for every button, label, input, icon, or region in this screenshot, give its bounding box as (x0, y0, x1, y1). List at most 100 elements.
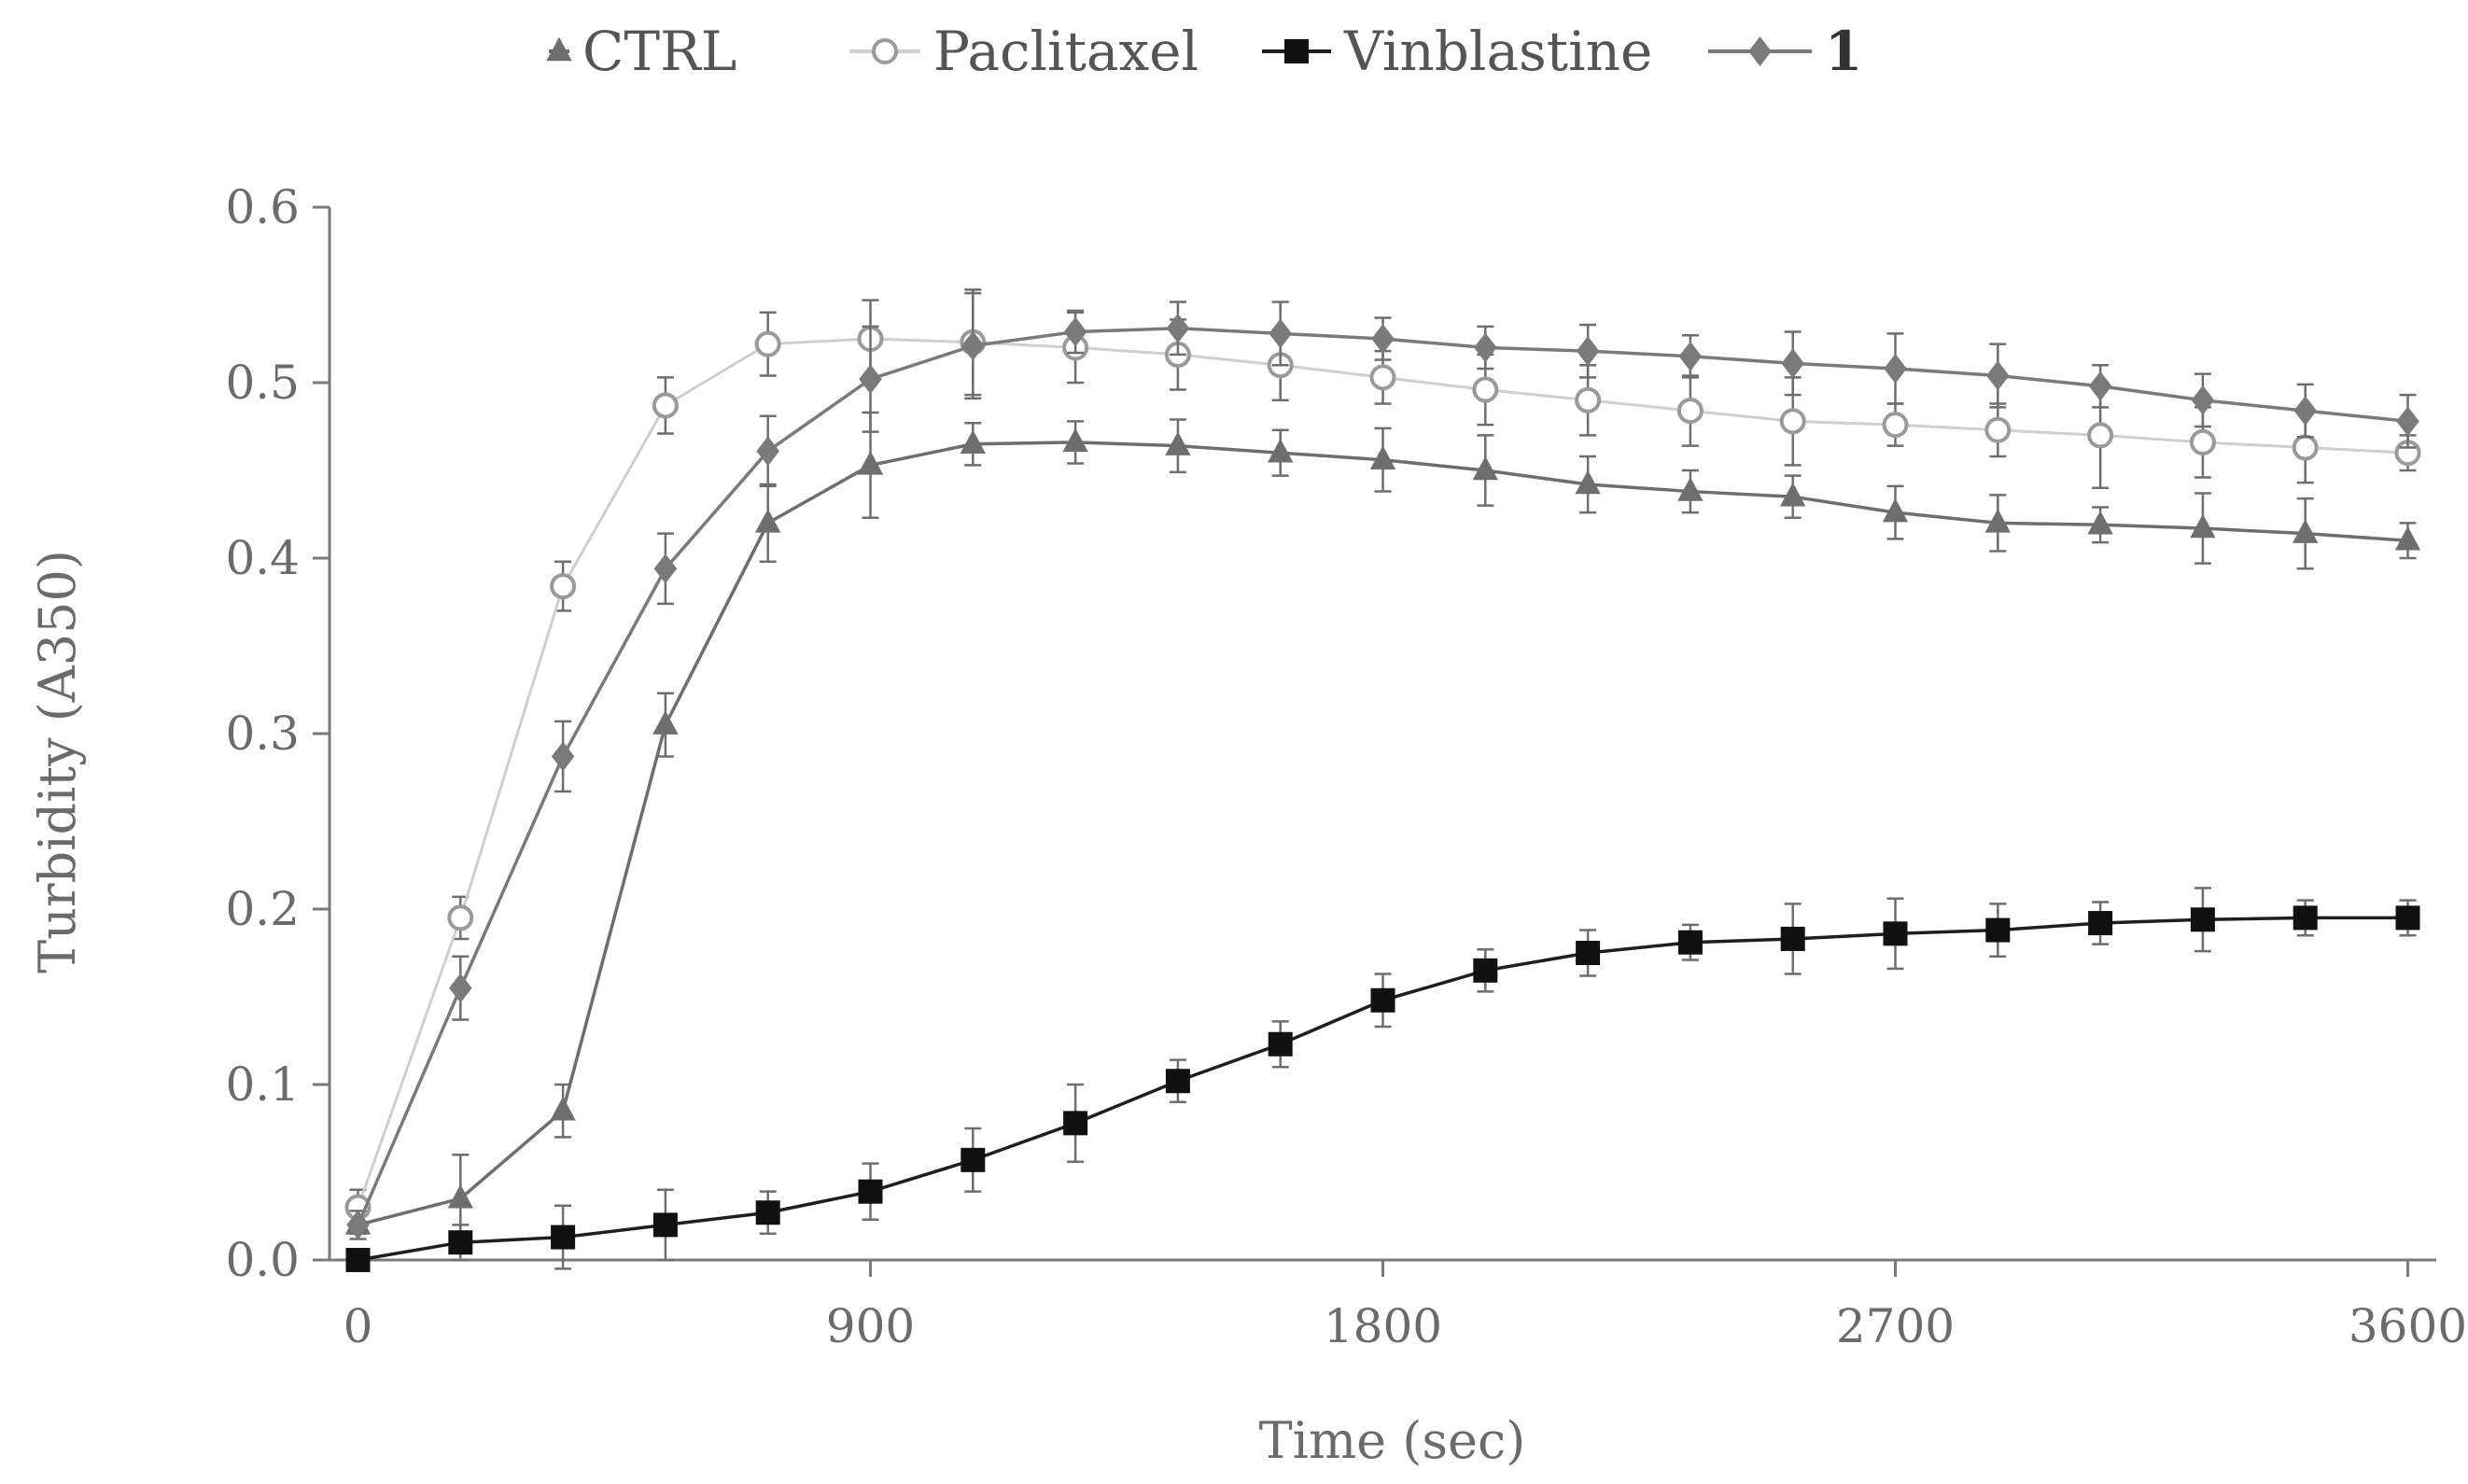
data-point (1781, 348, 1804, 379)
legend-label: Vinblastine (1343, 20, 1652, 83)
data-point (1677, 930, 1703, 955)
x-axis-ticks: 0 900 1800 2700 3600 (344, 1260, 2467, 1353)
data-point (2191, 385, 2215, 415)
y-axis-ticks: 0.0 0.1 0.2 0.3 0.4 0.5 0.6 (225, 180, 330, 1287)
data-point (1165, 1069, 1190, 1094)
data-point (960, 429, 986, 455)
data-point (857, 451, 884, 475)
data-point (756, 436, 779, 467)
data-point (961, 1147, 986, 1172)
plot-area (344, 288, 2421, 1272)
data-point (2189, 428, 2216, 455)
data-point (1576, 336, 1600, 367)
data-point (755, 509, 781, 533)
data-point (755, 1200, 780, 1225)
x-tick-label: 1800 (1324, 1299, 1442, 1353)
y-tick-label: 0.3 (225, 707, 300, 761)
legend-label: 1 (1825, 20, 1862, 83)
legend-item-ctrl: CTRL (546, 20, 736, 83)
legend-label: Paclitaxel (933, 20, 1199, 83)
legend-marker (872, 38, 898, 64)
data-point (1062, 427, 1088, 453)
data-point (652, 392, 679, 419)
data-point (2190, 907, 2215, 932)
data-point (2293, 396, 2317, 427)
data-point (1269, 318, 1292, 349)
data-point (1472, 455, 1498, 481)
data-point (1575, 386, 1602, 413)
x-tick-label: 3600 (2349, 1299, 2467, 1353)
data-point (449, 973, 472, 1003)
data-point (961, 330, 985, 361)
data-point (551, 1225, 576, 1250)
y-tick-label: 0.1 (225, 1057, 300, 1112)
x-axis-title: Time (sec) (1259, 1411, 1526, 1470)
series-1 (346, 291, 2419, 1240)
data-point (1575, 469, 1601, 495)
legend-item-1: 1 (1708, 20, 1862, 83)
data-point (1166, 313, 1190, 343)
data-point (551, 741, 575, 772)
data-point (1984, 416, 2012, 443)
data-point (1780, 926, 1805, 951)
legend: CTRL Paclitaxel Vinblastine 1 (546, 20, 1862, 83)
legend-marker (1284, 39, 1309, 63)
data-point (859, 364, 882, 395)
data-point (2395, 905, 2420, 931)
data-point (858, 1179, 883, 1204)
data-point (1370, 987, 1395, 1013)
data-point (345, 1248, 371, 1272)
data-point (1474, 332, 1497, 363)
data-point (652, 1212, 678, 1238)
legend-marker (546, 36, 572, 62)
y-tick-label: 0.4 (225, 531, 300, 585)
x-tick-label: 0 (344, 1299, 373, 1353)
data-point (1371, 324, 1395, 354)
y-tick-label: 0.0 (225, 1233, 300, 1287)
data-point (1165, 431, 1191, 455)
data-point (1473, 958, 1498, 983)
data-point (550, 1096, 576, 1121)
data-point (1884, 354, 1907, 384)
data-point (447, 904, 474, 931)
data-point (754, 330, 781, 357)
data-point (1678, 341, 1703, 371)
data-point (447, 1183, 473, 1209)
data-point (2190, 513, 2216, 539)
data-point (550, 573, 577, 600)
x-tick-label: 2700 (1836, 1299, 1955, 1353)
x-tick-label: 900 (826, 1299, 915, 1353)
data-point (1063, 1111, 1088, 1136)
data-point (2087, 422, 2114, 449)
data-point (2293, 905, 2318, 931)
data-point (1882, 497, 1909, 523)
data-point (2087, 510, 2113, 535)
legend-item-vinblastine: Vinblastine (1262, 20, 1652, 83)
legend-marker (1748, 36, 1772, 66)
data-point (2088, 911, 2113, 936)
data-point (1882, 412, 1909, 439)
data-point (1883, 921, 1908, 946)
data-point (2292, 434, 2319, 461)
data-point (2394, 525, 2421, 551)
data-point (1063, 316, 1087, 347)
data-point (2088, 371, 2112, 401)
series-ctrl (344, 411, 2421, 1244)
y-tick-label: 0.2 (225, 882, 300, 936)
data-point (1780, 482, 1806, 507)
data-point (346, 1210, 370, 1240)
y-tick-label: 0.6 (225, 180, 300, 234)
data-point (1986, 360, 2010, 391)
data-point (2293, 519, 2319, 543)
data-point (1984, 509, 2011, 533)
data-point (1779, 408, 1806, 435)
data-point (652, 710, 679, 735)
data-point (1576, 941, 1601, 965)
legend-item-paclitaxel: Paclitaxel (849, 20, 1199, 83)
data-point (653, 553, 678, 584)
data-point (1985, 917, 2011, 943)
legend-label: CTRL (582, 20, 736, 83)
data-point (1268, 438, 1294, 463)
